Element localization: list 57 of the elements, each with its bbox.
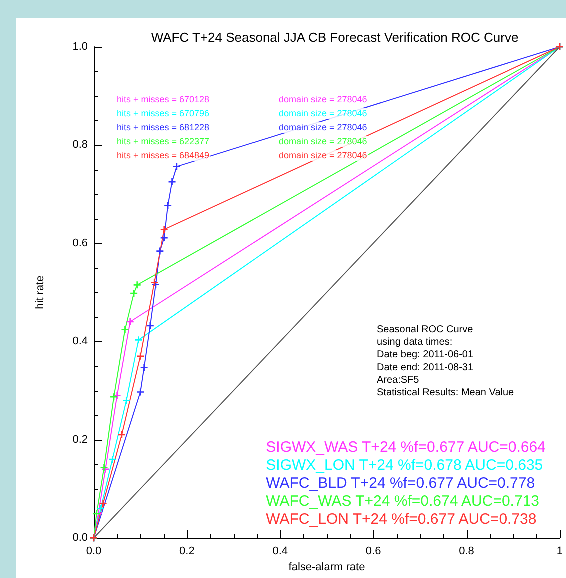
x-tick-label: 0.2: [180, 546, 195, 558]
text: WAFC_WAS T+24 %f=0.674 AUC=0.713: [266, 493, 540, 510]
point: [160, 234, 169, 242]
annotation: using data times:: [377, 337, 453, 348]
point: [118, 430, 126, 440]
annotation: domain size = 278046: [279, 150, 368, 160]
point: [164, 201, 172, 210]
point: [134, 336, 143, 344]
point: [121, 326, 130, 334]
point: [168, 178, 176, 186]
point: [136, 388, 145, 396]
annotation: hits + misses = 670796: [117, 108, 210, 118]
x-tick-label: 1: [556, 546, 564, 558]
chart-title: WAFC T+24 Seasonal JJA CB Forecast Verification ROC Curve: [151, 30, 519, 45]
annotation: hits + misses = 681228: [117, 122, 210, 132]
annotation: domain size = 278046: [279, 136, 368, 146]
annotation: Seasonal ROC Curve: [377, 324, 474, 336]
x-tick-label: 0.4: [272, 546, 288, 558]
y-tick-label: 0.8: [72, 139, 88, 152]
annotation: Date beg: 2011-06-01: [377, 350, 474, 361]
annotation: hits + misses = 684849: [117, 150, 210, 160]
point: [110, 393, 118, 402]
text: WAFC_LON T+24 %f=0.677 AUC=0.738: [266, 511, 537, 528]
y-tick-label: 0.2: [72, 434, 88, 446]
point: [126, 318, 134, 326]
point: [108, 455, 117, 464]
x-tick-label: 0.0: [86, 546, 102, 558]
annotation: hits + misses = 622377: [117, 136, 210, 146]
x-axis-title: false-alarm rate: [288, 562, 366, 574]
annotation: domain size = 278046: [279, 108, 368, 118]
point: [160, 226, 169, 234]
point: [136, 352, 145, 361]
annotation: Statistical Results: Mean Value: [377, 388, 515, 398]
x-tick-label: 0.8: [459, 546, 474, 558]
point: [133, 281, 142, 290]
point: [122, 396, 131, 405]
annotation: domain size = 278046: [279, 94, 368, 104]
y-tick-label: 0.6: [72, 237, 88, 250]
text: SIGWX_WAS T+24 %f=0.677 AUC=0.664: [266, 439, 546, 456]
text: WAFC_BLD T+24 %f=0.677 AUC=0.778: [266, 475, 536, 492]
point: [172, 162, 182, 171]
point: [156, 247, 164, 256]
point: [146, 322, 155, 330]
y-tick-label: 0.0: [72, 532, 88, 544]
point: [96, 504, 106, 513]
y-tick-label: 0.4: [72, 336, 88, 348]
annotation: hits + misses = 670128: [117, 94, 210, 104]
text: SIGWX_LON T+24 %f=0.678 AUC=0.635: [266, 457, 544, 474]
x-tick-label: 0.6: [366, 546, 382, 558]
y-axis-title: hit rate: [34, 276, 46, 310]
annotation: domain size = 278046: [279, 122, 368, 132]
point: [130, 289, 138, 298]
annotation: Date end: 2011-08-31: [377, 362, 474, 374]
point: [99, 500, 108, 508]
point: [140, 364, 148, 372]
annotation: Area:SF5: [377, 374, 420, 386]
y-tick-label: 1.0: [72, 41, 88, 53]
